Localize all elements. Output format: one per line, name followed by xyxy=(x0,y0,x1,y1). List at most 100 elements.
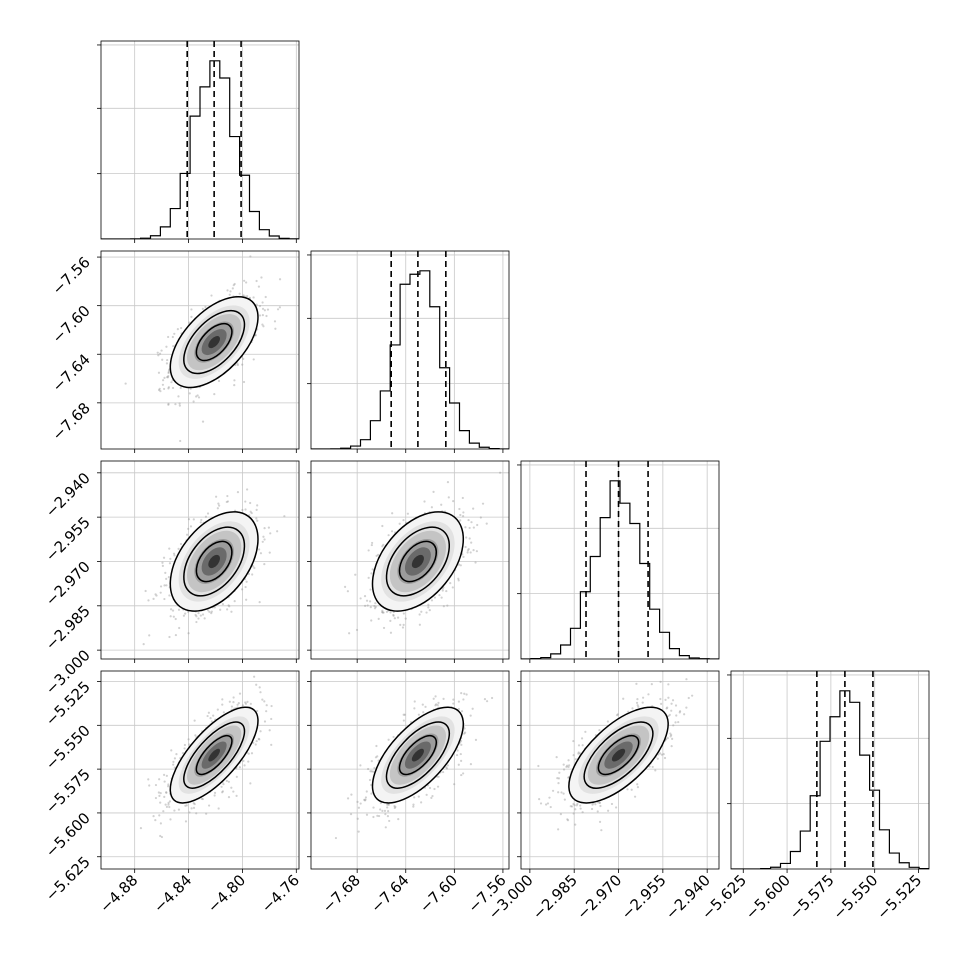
scatter-point xyxy=(263,720,267,723)
scatter-point xyxy=(474,738,478,741)
density-fill xyxy=(208,748,220,762)
scatter-point xyxy=(350,793,353,796)
scatter-point xyxy=(381,524,384,528)
scatter-point xyxy=(155,594,158,597)
scatter-point xyxy=(265,314,268,318)
scatter-point xyxy=(161,383,165,386)
scatter-point xyxy=(427,606,430,609)
scatter-point xyxy=(263,527,266,530)
scatter-point xyxy=(173,809,176,812)
scatter-point xyxy=(249,501,252,505)
scatter-point xyxy=(206,609,210,612)
scatter-point xyxy=(229,290,232,293)
scatter-point xyxy=(379,808,382,811)
scatter-point xyxy=(258,738,261,741)
scatter-point xyxy=(171,609,175,612)
scatter-point xyxy=(233,600,236,603)
scatter-point xyxy=(238,766,242,769)
scatter-point xyxy=(165,791,168,794)
scatter-point xyxy=(446,764,449,767)
scatter-point xyxy=(599,804,602,808)
scatter-point xyxy=(397,818,400,821)
scatter-point xyxy=(157,354,160,357)
scatter-point xyxy=(674,721,677,724)
scatter-panel-1-0 xyxy=(97,250,300,453)
scatter-point xyxy=(199,614,202,617)
scatter-point xyxy=(393,806,396,810)
scatter-point xyxy=(467,547,470,551)
scatter-point xyxy=(457,763,460,766)
scatter-point xyxy=(417,795,420,798)
scatter-point xyxy=(392,614,395,617)
scatter-point xyxy=(374,605,377,609)
contour-2 xyxy=(195,734,233,776)
scatter-point xyxy=(442,697,445,700)
scatter-point xyxy=(170,749,173,752)
scatter-point xyxy=(425,793,428,796)
scatter-point xyxy=(188,743,191,746)
scatter-point xyxy=(181,752,185,755)
scatter-point xyxy=(236,362,239,365)
scatter-point xyxy=(642,696,645,699)
scatter-point xyxy=(574,758,577,761)
scatter-point xyxy=(476,523,479,527)
scatter-point xyxy=(194,734,197,737)
scatter-point xyxy=(255,739,258,743)
scatter-point xyxy=(464,526,467,529)
scatter-point xyxy=(390,530,394,533)
scatter-point xyxy=(213,794,216,797)
scatter-point xyxy=(650,683,653,686)
scatter-point xyxy=(659,702,663,705)
scatter-point xyxy=(174,617,177,621)
contour-2 xyxy=(195,322,233,362)
contour-1 xyxy=(385,721,450,789)
scatter-point xyxy=(430,796,433,799)
scatter-point xyxy=(169,615,172,618)
density-fill xyxy=(208,554,220,569)
scatter-point xyxy=(159,801,162,804)
scatter-point xyxy=(217,502,220,505)
scatter-point xyxy=(389,631,393,634)
scatter-point xyxy=(258,314,262,317)
scatter-point xyxy=(349,813,353,816)
scatter-point xyxy=(210,610,213,613)
scatter-point xyxy=(167,370,170,374)
scatter-point xyxy=(445,589,448,593)
scatter-point xyxy=(381,609,384,612)
scatter-point xyxy=(222,783,225,786)
scatter-point xyxy=(167,576,170,579)
scatter-point xyxy=(237,702,240,705)
scatter-point xyxy=(469,763,473,766)
scatter-point xyxy=(669,735,672,738)
scatter-point xyxy=(235,775,238,778)
scatter-point xyxy=(236,363,239,367)
scatter-point xyxy=(245,580,248,583)
scatter-point xyxy=(413,700,416,703)
scatter-point xyxy=(391,512,394,515)
scatter-point xyxy=(244,508,247,511)
scatter-point xyxy=(206,512,210,515)
scatter-point xyxy=(228,605,231,608)
scatter-point xyxy=(365,790,368,793)
scatter-point xyxy=(483,697,487,701)
scatter-point xyxy=(215,495,218,498)
scatter-point xyxy=(373,604,376,608)
scatter-point xyxy=(363,595,367,598)
contour-0 xyxy=(169,706,259,804)
scatter-point xyxy=(481,502,485,505)
scatter-point xyxy=(437,701,440,705)
scatter-point xyxy=(124,382,127,385)
scatter-point xyxy=(392,613,395,617)
scatter-point xyxy=(467,518,470,522)
scatter-point xyxy=(165,774,168,777)
scatter-point xyxy=(430,599,434,602)
scatter-point xyxy=(171,386,175,390)
scatter-point xyxy=(462,555,465,558)
scatter-point xyxy=(387,803,390,806)
scatter-point xyxy=(220,785,223,788)
scatter-point xyxy=(463,692,466,695)
scatter-point xyxy=(231,287,234,290)
scatter-point xyxy=(190,308,193,311)
scatter-point xyxy=(258,548,261,551)
scatter-point xyxy=(242,759,245,762)
